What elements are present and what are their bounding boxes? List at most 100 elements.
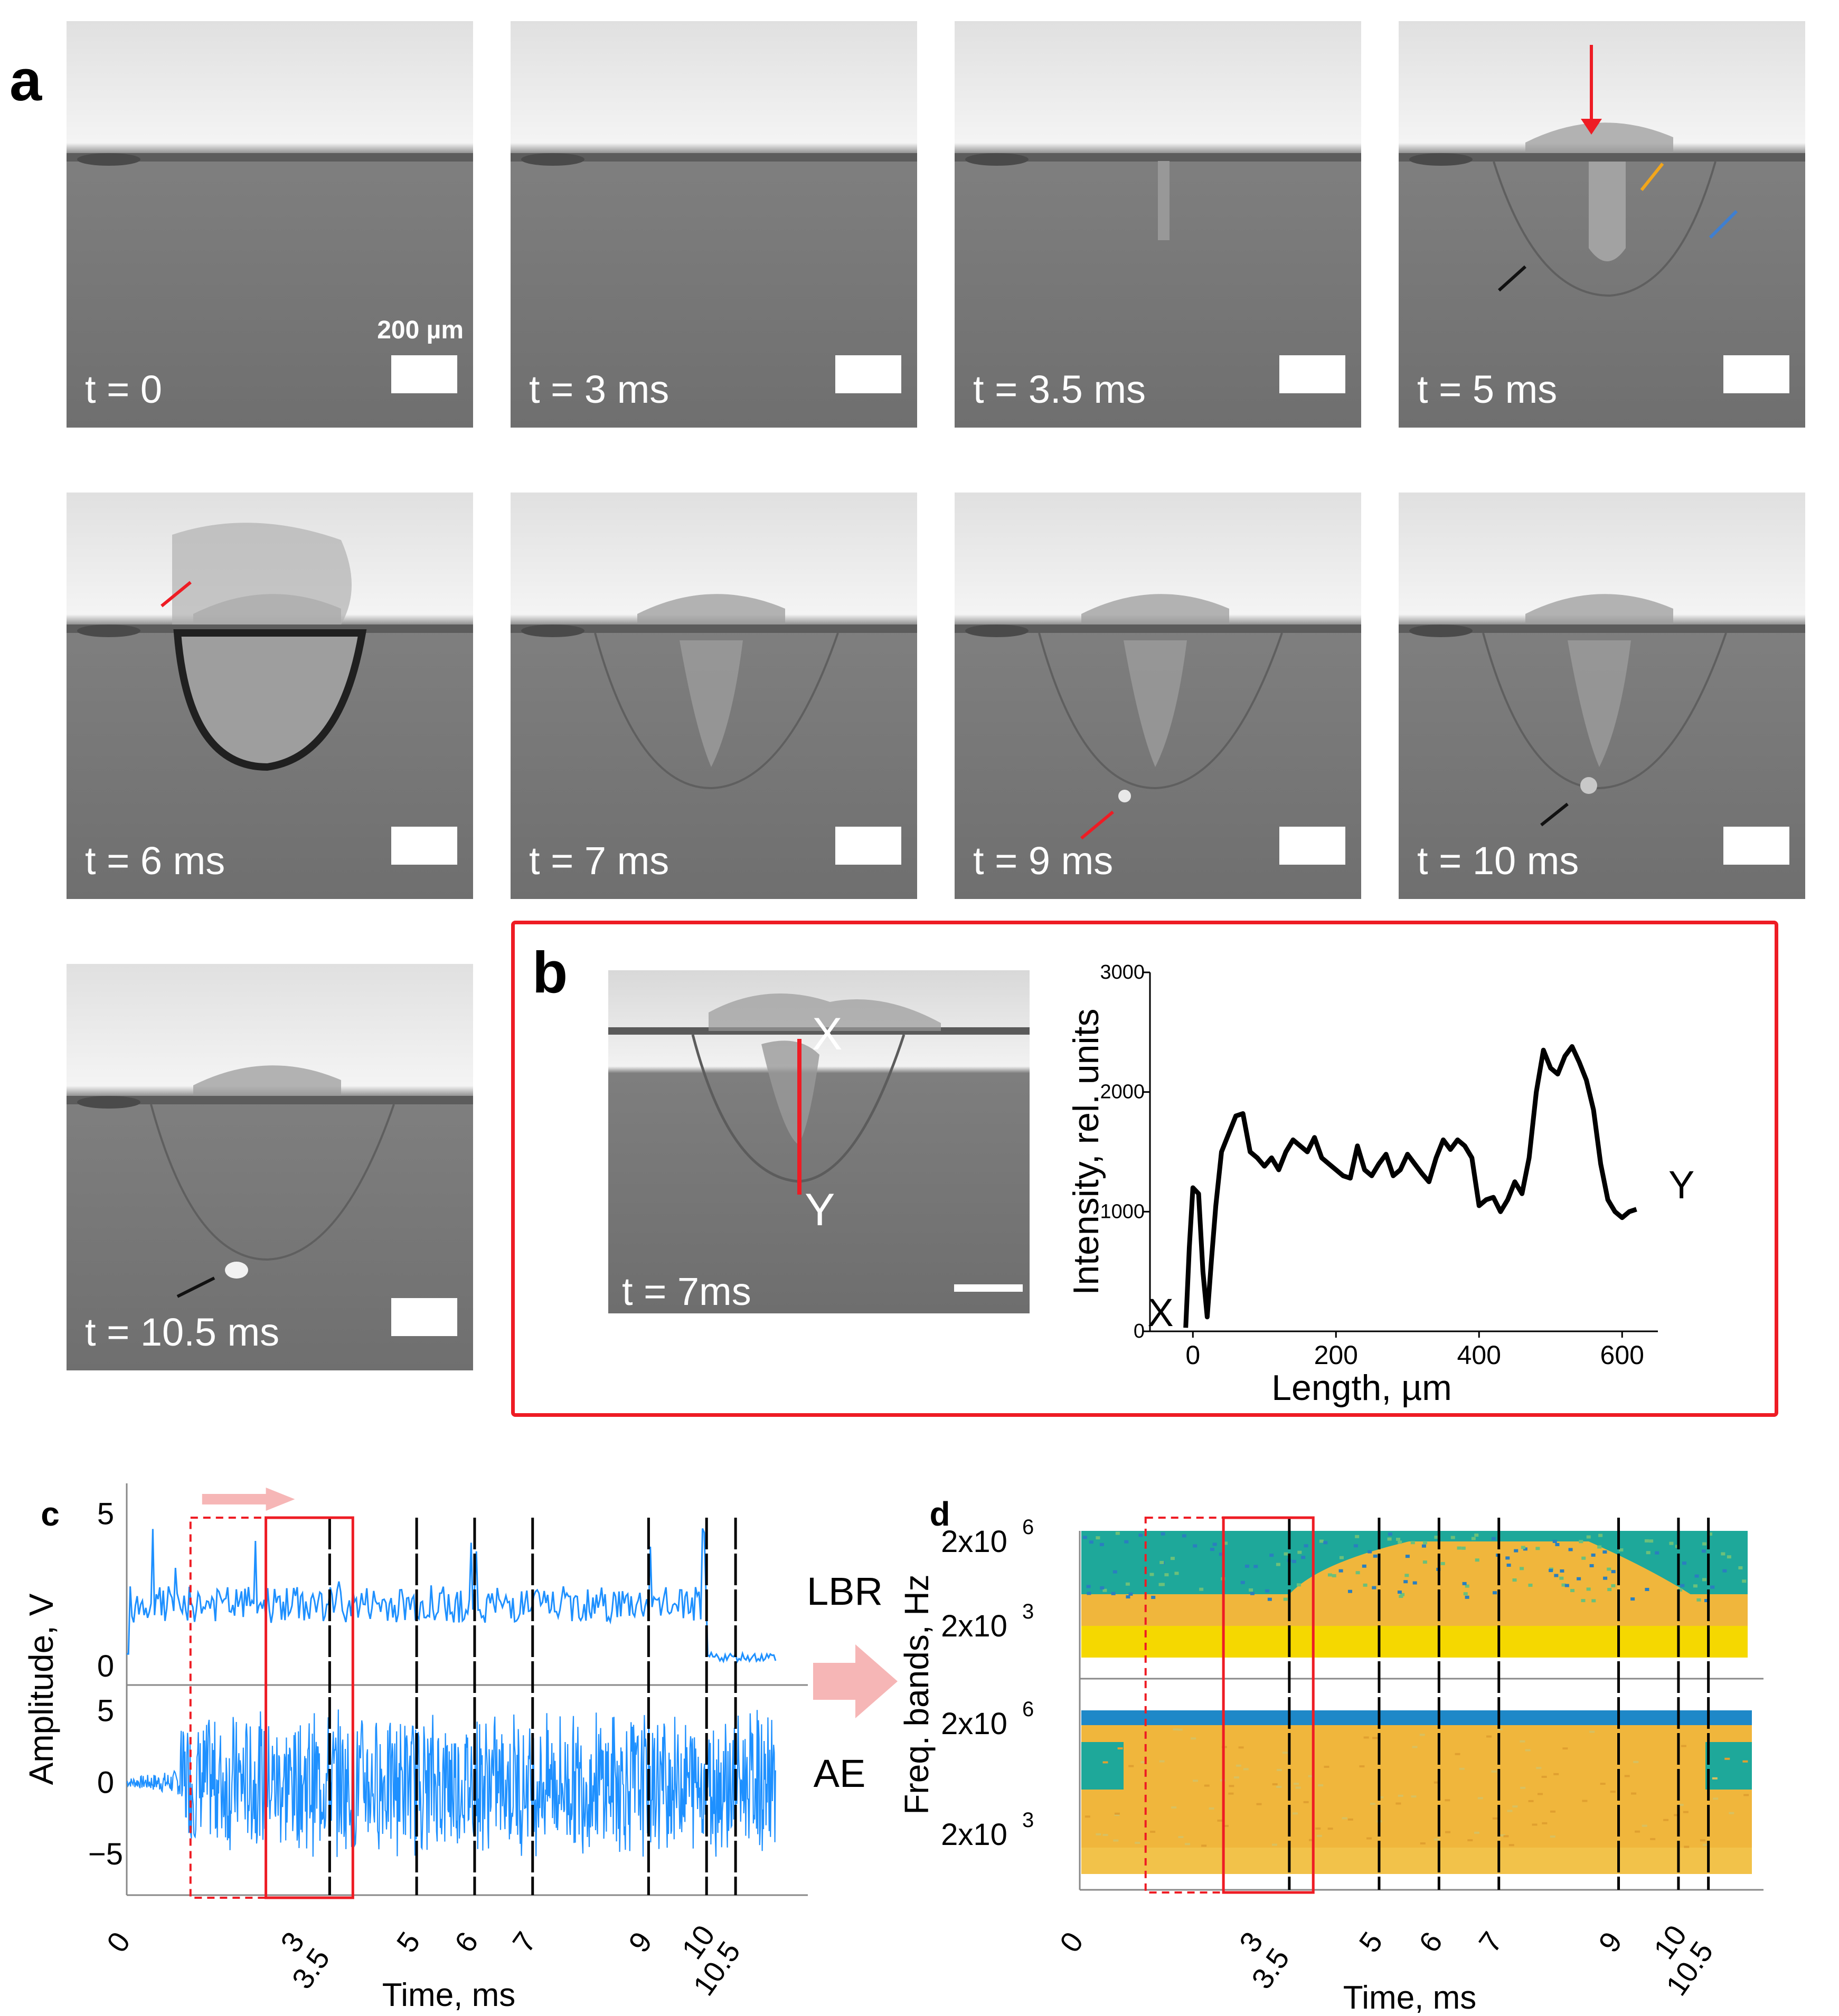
lbr-spectrogram-band: [1289, 1541, 1691, 1594]
ae-spectrogram-speckle: [1318, 1784, 1324, 1786]
lbr-spectrogram-speckle: [1199, 1587, 1204, 1591]
ae-spectrogram-speckle: [1140, 1761, 1146, 1764]
lbr-spectrogram-speckle: [1249, 1588, 1253, 1592]
black-arrow-icon: [1497, 265, 1527, 292]
lbr-spectrogram-speckle: [1164, 1573, 1169, 1577]
window-solid: [265, 1516, 354, 1899]
lbr-spectrogram-speckle: [1694, 1574, 1699, 1578]
x-tick-label: 6: [1412, 1926, 1449, 1958]
lbr-spectrogram-speckle: [1603, 1576, 1608, 1580]
lbr-spectrogram-speckle: [1422, 1560, 1427, 1564]
ae-spectrogram-speckle: [1713, 1797, 1719, 1800]
scale-bar: [391, 355, 457, 393]
ae-spectrogram-speckle: [1256, 1803, 1262, 1805]
y-tick-label: 2x10: [941, 1609, 1007, 1643]
y-tick-exponent: 6: [1022, 1698, 1034, 1721]
lbr-spectrogram-speckle: [1554, 1574, 1559, 1577]
lbr-spectrogram-speckle: [1680, 1584, 1685, 1587]
lbr-spectrogram-speckle: [1353, 1544, 1358, 1548]
lbr-spectrogram-speckle: [1581, 1556, 1586, 1560]
lbr-spectrogram-speckle: [1355, 1571, 1360, 1575]
ae-spectrogram-speckle: [1743, 1794, 1749, 1796]
lbr-spectrogram-speckle: [1399, 1595, 1403, 1598]
x-tick-label: 5: [1352, 1926, 1389, 1958]
frame-time-label: t = 3.5 ms: [973, 367, 1146, 411]
lbr-spectrogram-speckle: [1549, 1569, 1553, 1573]
ae-spectrogram-speckle: [1193, 1780, 1199, 1782]
ae-signal-line: [126, 1709, 776, 1857]
lbr-spectrogram-speckle: [1397, 1591, 1402, 1594]
lbr-spectrogram-speckle: [1219, 1553, 1223, 1556]
ae-spectrogram-speckle: [1308, 1839, 1314, 1841]
ae-spectrogram-speckle: [1366, 1837, 1372, 1840]
lbr-spectrogram-speckle: [1347, 1589, 1352, 1593]
ae-spectrogram-speckle: [1684, 1845, 1690, 1848]
ae-spectrogram-speckle: [1532, 1823, 1538, 1826]
ae-spectrogram-speckle: [1372, 1737, 1378, 1739]
lbr-spectrogram-speckle: [1284, 1552, 1288, 1556]
ae-spectrogram-speckle: [1395, 1802, 1401, 1805]
lbr-spectrogram-speckle: [1403, 1580, 1408, 1584]
melt-pool: [594, 632, 839, 790]
lbr-spectrogram-speckle: [1440, 1561, 1445, 1565]
panel-b-time: t = 7ms: [622, 1270, 751, 1313]
lbr-spectrogram-speckle: [1598, 1534, 1603, 1537]
lbr-spectrogram-speckle: [1212, 1542, 1217, 1546]
lbr-spectrogram-speckle: [1102, 1588, 1107, 1592]
x-tick-label: 400: [1457, 1340, 1501, 1370]
red-arrow-head-icon: [1581, 119, 1602, 135]
lbr-spectrogram-speckle: [1296, 1583, 1301, 1587]
debris: [521, 153, 584, 166]
ae-spectrogram-speckle: [1412, 1746, 1418, 1748]
ae-spectrogram-speckle: [1742, 1760, 1748, 1763]
lbr-spectrogram-speckle: [1267, 1597, 1272, 1601]
ae-spectrogram-speckle: [1209, 1807, 1214, 1810]
lbr-spectrogram-speckle: [1276, 1563, 1280, 1566]
ae-spectrogram-speckle: [1474, 1831, 1479, 1834]
y-tick-label: 2000: [1100, 1081, 1145, 1103]
x-tick-label: 7: [1472, 1926, 1508, 1958]
ae-spectrogram-speckle: [1378, 1796, 1384, 1799]
panel-b-box: [511, 921, 1778, 1417]
plot-point-x-label: X: [1147, 1291, 1173, 1334]
frame-time-label: t = 10 ms: [1417, 839, 1579, 883]
ae-spectrogram-speckle: [1114, 1813, 1120, 1816]
panel-c-label: c: [41, 1495, 60, 1533]
ae-spectrogram-speckle: [1525, 1749, 1531, 1752]
lbr-spectrogram-speckle: [1193, 1544, 1197, 1548]
frame-1: t = 3 ms: [511, 21, 917, 428]
lbr-spectrogram-speckle: [1412, 1581, 1417, 1585]
frame-0: t = 0 200 µm: [67, 21, 473, 428]
ae-spectrogram-speckle: [1497, 1728, 1503, 1730]
ae-spectrogram-speckle: [1096, 1833, 1101, 1835]
ae-spectrogram-speckle: [1600, 1783, 1606, 1785]
lbr-spectrogram-speckle: [1520, 1567, 1524, 1570]
melt-pool: [1038, 632, 1283, 790]
ae-spectrogram-speckle: [1477, 1797, 1483, 1800]
scale-bar-label: 200 µm: [377, 316, 464, 344]
lbr-spectrogram-speckle: [1514, 1549, 1519, 1553]
ae-spectrogram-speckle: [1434, 1781, 1439, 1784]
lbr-spectrogram-speckle: [1528, 1583, 1533, 1587]
lbr-spectrogram-speckle: [1210, 1548, 1214, 1551]
x-tick-label: 200: [1314, 1340, 1358, 1370]
melt-pool: [1482, 632, 1727, 790]
lbr-spectrogram-speckle: [1564, 1584, 1569, 1587]
lbr-spectrogram-speckle: [1523, 1547, 1527, 1551]
panel-d-label: d: [929, 1495, 950, 1533]
lbr-signal-line: [127, 1528, 777, 1664]
ae-spectrogram-speckle: [1508, 1844, 1514, 1847]
melt-pool: [1493, 161, 1717, 297]
y-axis-title: Freq. bands, Hz: [898, 1574, 936, 1814]
lbr-spectrogram-speckle: [1649, 1539, 1654, 1543]
lbr-spectrogram-speckle: [1223, 1541, 1228, 1545]
ae-y-tick-label: 0: [97, 1765, 114, 1800]
lbr-spectrogram-speckle: [1086, 1585, 1091, 1588]
pore: [1580, 777, 1597, 794]
ae-spectrogram-speckle: [1445, 1831, 1451, 1833]
x-axis-title: Time, ms: [1343, 1980, 1477, 2016]
ae-spectrogram-low: [1081, 1848, 1752, 1874]
window-solid: [1222, 1516, 1315, 1894]
lbr-spectrogram-speckle: [1158, 1583, 1163, 1586]
